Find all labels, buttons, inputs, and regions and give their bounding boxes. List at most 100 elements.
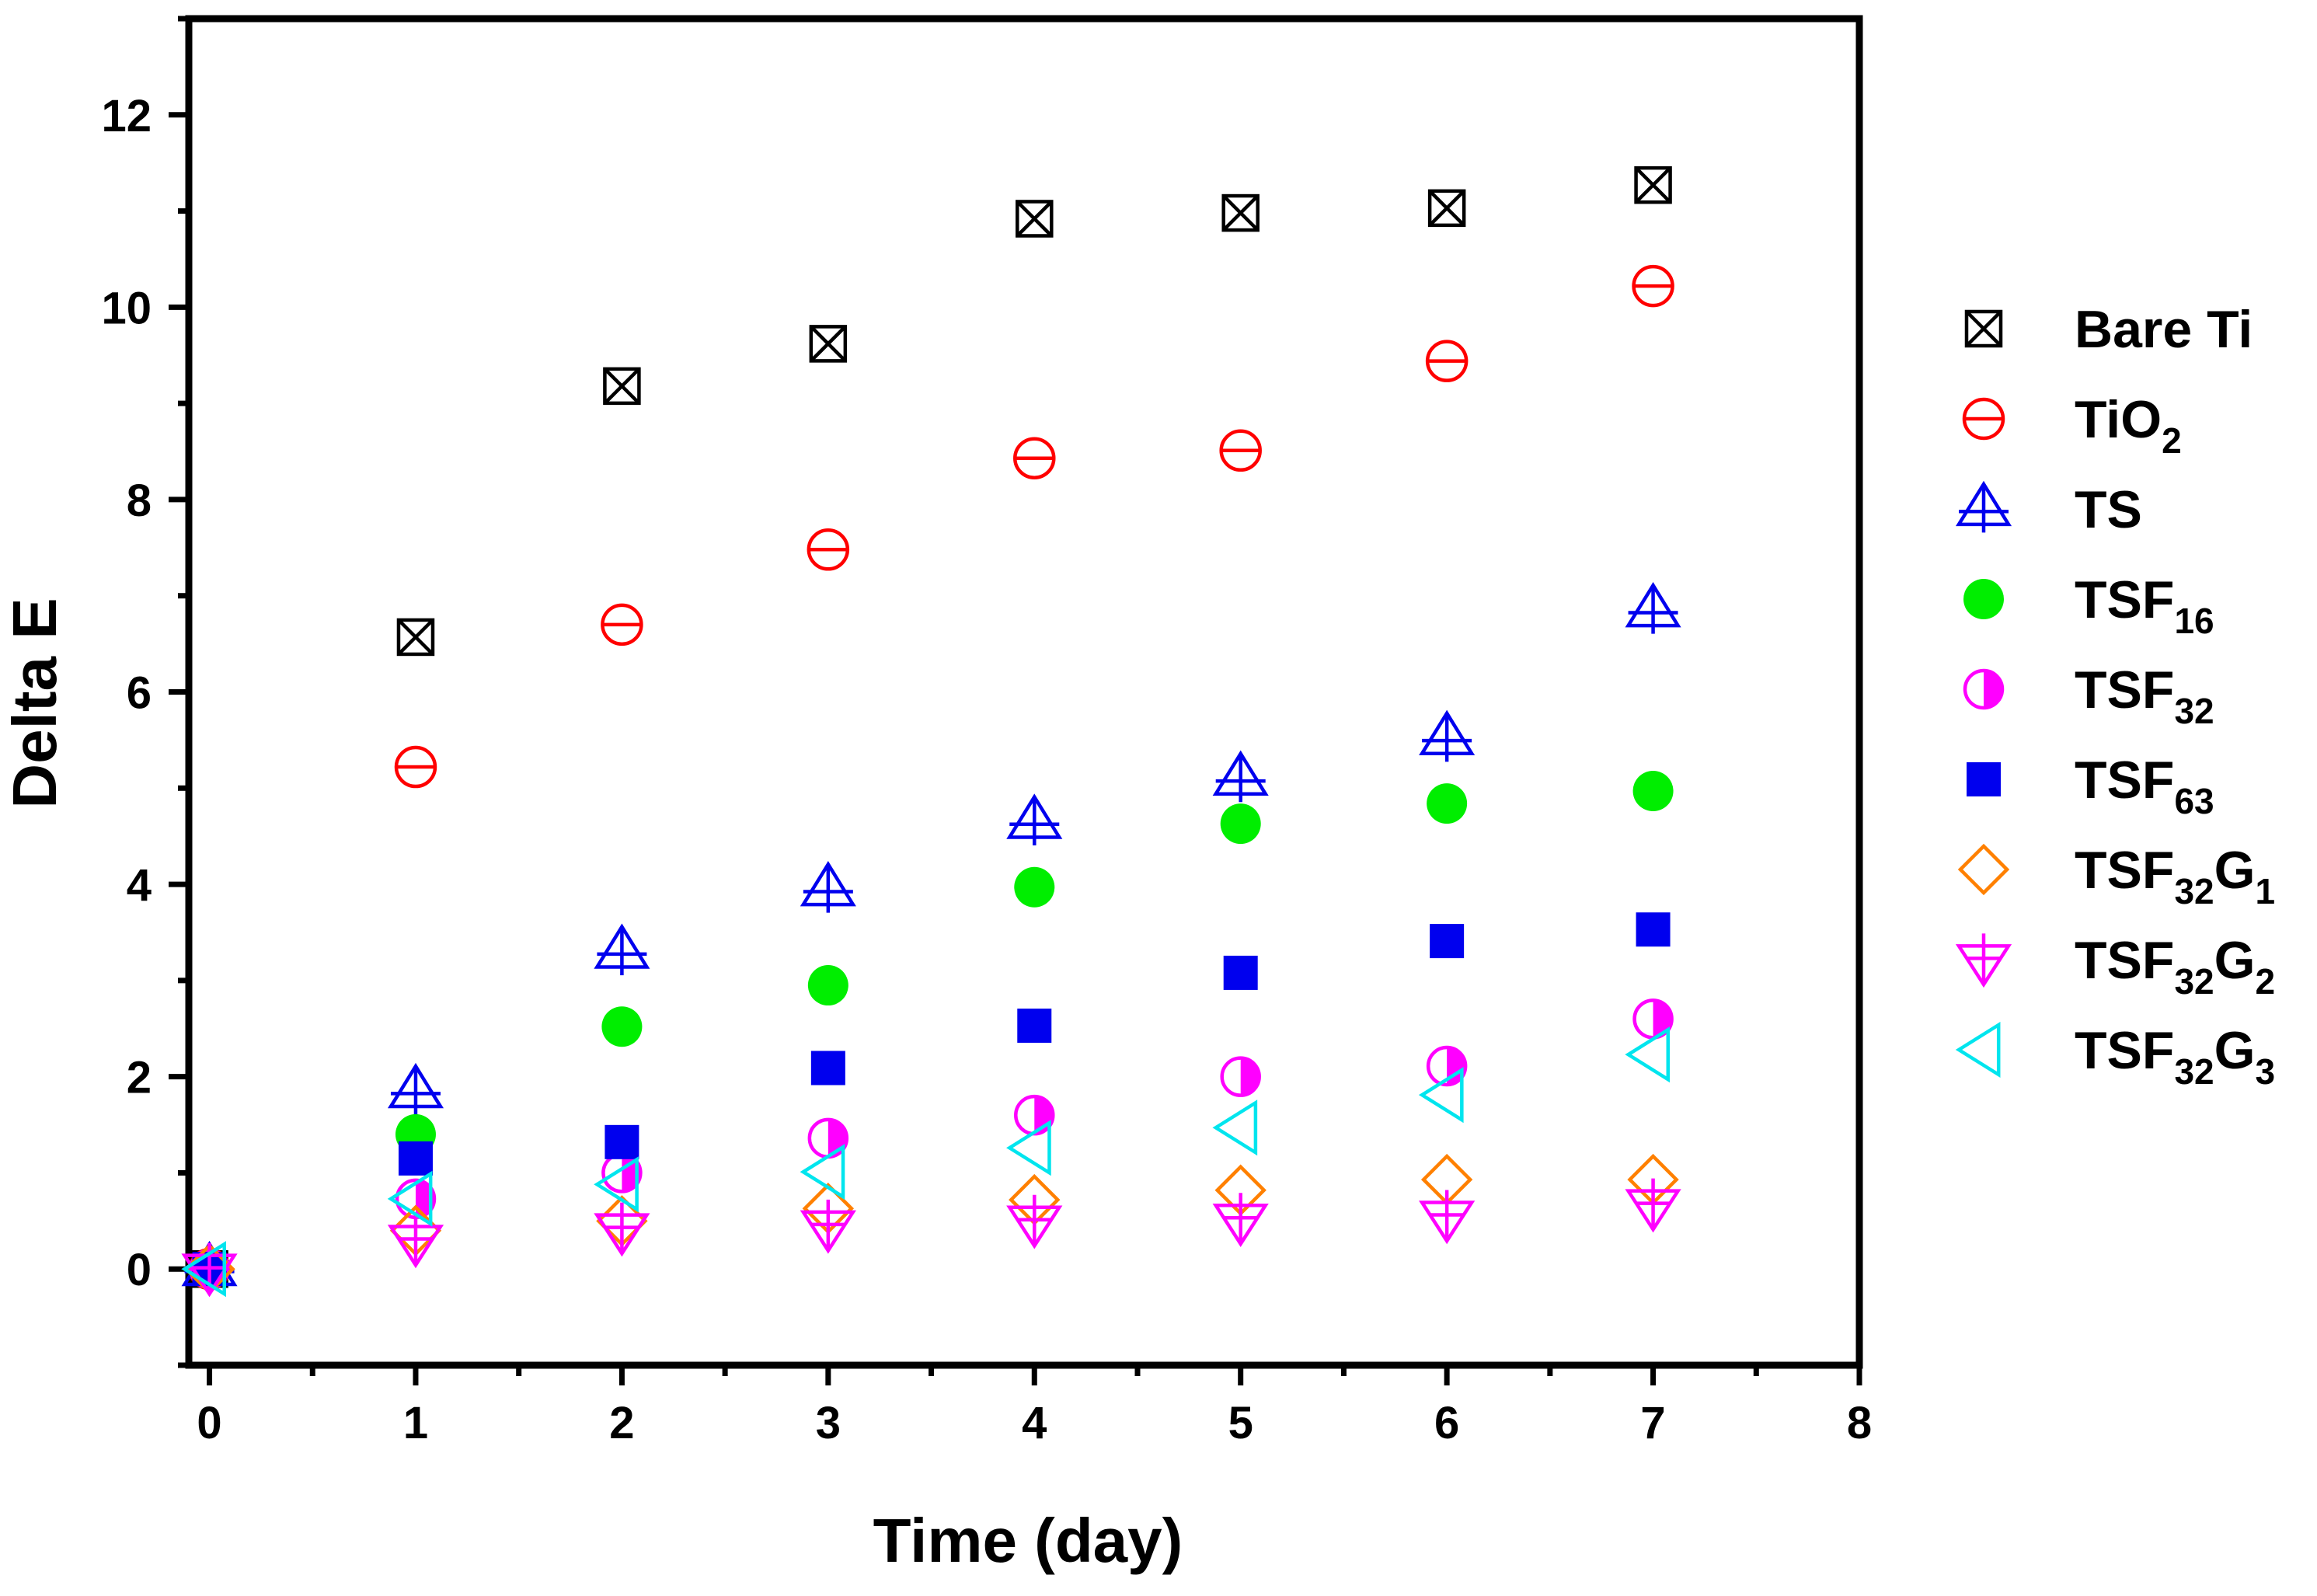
legend-entry-TS: TS [1955,480,2142,539]
point-TSF32G3-day5 [1212,1099,1258,1156]
legend-label-TSF32G2: TSF32G2 [2075,931,2275,1002]
point-Bare Ti-day5 [1221,193,1260,232]
point-TSF32G2-day4 [1006,1194,1063,1249]
legend-marker-Bare Ti [1964,309,2003,348]
legend-entry-TSF16: TSF16 [1963,570,2214,641]
point-TS-day6 [1419,709,1476,762]
series-TS [181,581,1681,1293]
point-TSF32G3-day1 [387,1170,433,1227]
point-TSF63-day1 [398,1141,433,1176]
point-TS-day5 [1212,750,1269,803]
legend-marker-TS [1955,480,2012,533]
legend: Bare Ti TiO2 TS TSF16 TSF32 TSF63 TSF32G1 TSF32… [1955,300,2275,1092]
point-TS-day7 [1625,581,1681,634]
point-TSF63-day6 [1430,924,1465,959]
x-axis-title: Time (day) [873,1506,1183,1575]
legend-label-TiO2: TiO2 [2075,390,2182,461]
series-TSF32G1 [183,1153,1679,1295]
point-TSF32G3-day2 [594,1156,639,1213]
series-TSF32G2 [181,1178,1681,1298]
legend-entry-TSF63: TSF63 [1967,751,2214,821]
point-TSF16-day5 [1220,803,1261,845]
point-TiO2-day3 [807,528,850,571]
point-TSF32G3-day0 [181,1241,226,1298]
axis-ticks [169,16,1862,1385]
point-TSF32G2-day3 [800,1199,856,1254]
legend-label-TS: TS [2075,480,2142,539]
legend-label-Bare Ti: Bare Ti [2075,300,2253,359]
point-TSF63-day3 [810,1051,845,1085]
point-TSF63-day4 [1017,1009,1052,1044]
point-TS-day4 [1006,793,1063,846]
point-TSF63-day7 [1636,912,1671,947]
point-TiO2-day2 [601,603,643,646]
legend-marker-TSF32G2 [1955,933,2012,988]
point-TSF32-day5 [1220,1056,1261,1097]
legend-marker-TSF63 [1967,762,2001,796]
legend-label-TSF32G1: TSF32G1 [2075,841,2275,911]
point-TSF32G2-day5 [1212,1193,1269,1247]
legend-entry-TSF32: TSF32 [1963,660,2214,731]
point-TSF32G3-day7 [1625,1026,1671,1083]
legend-marker-TiO2 [1962,397,2005,441]
x-tick-label: 4 [1022,1398,1047,1448]
legend-label-TSF16: TSF16 [2075,570,2214,641]
point-TS-day2 [594,923,650,976]
y-tick-label: 2 [127,1053,152,1103]
point-TSF32-day1 [395,1178,437,1220]
x-tick-label: 8 [1847,1398,1872,1448]
legend-marker-TSF32G3 [1955,1021,2001,1079]
y-tick-label: 10 [101,283,152,333]
point-Bare Ti-day7 [1634,166,1672,204]
y-tick-label: 6 [127,668,152,719]
point-TiO2-day4 [1013,437,1056,479]
point-TSF32G3-day6 [1418,1067,1464,1124]
point-TSF16-day6 [1427,783,1468,824]
point-Bare Ti-day1 [396,618,435,657]
point-TSF32G2-day6 [1419,1190,1476,1245]
point-TSF63-day2 [605,1124,639,1159]
x-tick-label: 1 [403,1398,428,1448]
point-TSF32-day4 [1014,1094,1055,1136]
legend-label-TSF63: TSF63 [2075,751,2214,821]
x-tick-label: 7 [1640,1398,1665,1448]
point-TiO2-day6 [1425,340,1469,382]
point-Bare Ti-day2 [603,367,641,406]
series-TSF32G3 [181,1026,1671,1298]
legend-entry-TSF32G2: TSF32G2 [1955,931,2275,1002]
point-TSF32G2-day7 [1625,1178,1681,1233]
point-TiO2-day1 [394,745,437,789]
x-tick-label: 5 [1228,1398,1253,1448]
legend-marker-TSF16 [1963,579,2004,619]
point-TSF32G2-day2 [594,1202,650,1257]
point-Bare Ti-day3 [809,325,848,363]
point-Bare Ti-day6 [1427,189,1466,228]
legend-marker-TSF32 [1963,668,2005,710]
x-tick-label: 2 [609,1398,634,1448]
point-TSF32G3-day4 [1006,1120,1051,1176]
legend-entry-TSF32G3: TSF32G3 [1955,1021,2275,1092]
y-tick-label: 0 [127,1245,152,1295]
point-TSF63-day5 [1223,955,1258,990]
point-TSF32G2-day1 [387,1214,444,1269]
point-TS-day1 [387,1062,444,1115]
legend-label-TSF32: TSF32 [2075,660,2214,731]
legend-label-TSF32G3: TSF32G3 [2075,1021,2275,1092]
point-TiO2-day7 [1632,264,1674,308]
point-TSF16-day2 [601,1006,643,1047]
legend-entry-Bare Ti: Bare Ti [1964,300,2253,359]
point-TSF32-day3 [807,1117,849,1159]
x-tick-label: 6 [1434,1398,1459,1448]
legend-marker-TSF32G1 [1957,843,2010,896]
y-tick-label: 4 [127,860,152,911]
y-tick-label: 12 [101,91,152,141]
point-TSF16-day7 [1632,770,1674,811]
data-points [181,166,1681,1298]
point-TSF16-day3 [807,965,848,1006]
y-tick-label: 8 [127,476,152,526]
point-TSF16-day4 [1014,866,1055,908]
legend-entry-TiO2: TiO2 [1962,390,2182,461]
point-TSF32G3-day3 [800,1144,845,1200]
